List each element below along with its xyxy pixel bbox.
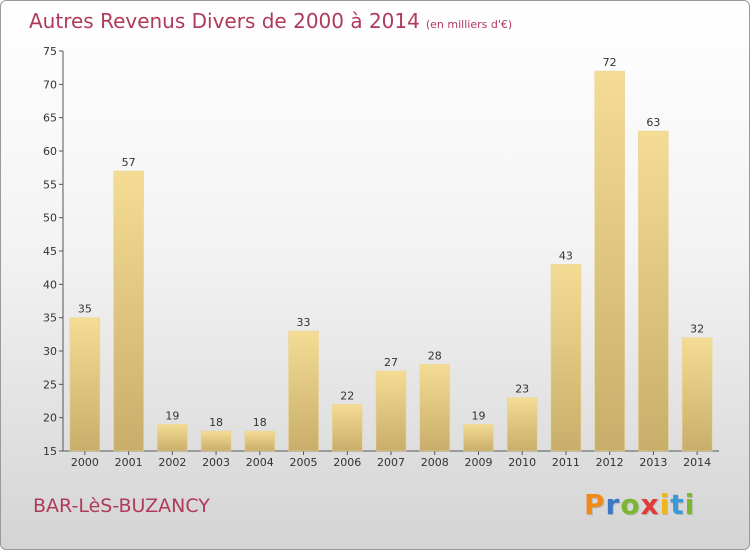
y-tick-label: 20 xyxy=(43,412,57,425)
bars: 35 57 19 18 18 33 22 27 28 19 23 43 72 63 32 xyxy=(69,56,713,452)
y-tick-label: 25 xyxy=(43,378,57,391)
bar-value-label: 19 xyxy=(165,409,179,422)
logo-letter: P xyxy=(584,488,606,521)
x-tick-label: 2005 xyxy=(290,456,318,469)
logo-letter: r xyxy=(605,488,621,521)
y-tick-label: 35 xyxy=(43,312,57,325)
bar-value-label: 32 xyxy=(690,323,704,336)
bar-value-label: 72 xyxy=(603,56,617,69)
bar-2008 xyxy=(419,364,450,452)
y-tick-label: 65 xyxy=(43,112,57,125)
bar-2005 xyxy=(288,330,319,452)
bar-2012 xyxy=(594,70,625,452)
x-tick-label: 2010 xyxy=(508,456,536,469)
bar-2000 xyxy=(69,317,101,452)
y-tick-label: 70 xyxy=(43,78,57,91)
bar-value-label: 35 xyxy=(78,303,92,316)
bar-2002 xyxy=(157,424,188,452)
bar-value-label: 27 xyxy=(384,356,398,369)
bar-2004 xyxy=(244,430,276,452)
x-tick-label: 2014 xyxy=(683,456,711,469)
x-axis: 2000 2001 2002 2003 2004 2005 2006 2007 2008 2009… xyxy=(63,450,719,469)
x-tick-label: 2003 xyxy=(202,456,230,469)
logo-letter: t xyxy=(670,488,685,521)
y-tick-label: 50 xyxy=(43,212,57,225)
bar-value-label: 19 xyxy=(471,409,485,422)
y-tick-label: 55 xyxy=(43,178,57,191)
y-tick-label: 45 xyxy=(43,245,57,258)
x-tick-label: 2002 xyxy=(158,456,186,469)
bar-2014 xyxy=(681,337,713,452)
y-tick-label: 75 xyxy=(43,45,57,58)
chart-title: Autres Revenus Divers de 2000 à 2014 (en … xyxy=(29,9,512,33)
commune-name: BAR-LèS-BUZANCY xyxy=(33,495,210,517)
y-axis: 15 20 25 30 35 40 45 50 55 60 65 70 75 xyxy=(43,45,64,458)
x-tick-label: 2007 xyxy=(377,456,405,469)
y-tick-label: 30 xyxy=(43,345,57,358)
bar-value-label: 23 xyxy=(515,383,529,396)
x-tick-label: 2004 xyxy=(246,456,274,469)
bar-2003 xyxy=(200,430,232,452)
y-tick-label: 40 xyxy=(43,278,57,291)
bar-2010 xyxy=(506,397,538,452)
x-tick-label: 2009 xyxy=(464,456,492,469)
y-tick-label: 15 xyxy=(43,445,57,458)
bar-value-label: 18 xyxy=(253,416,267,429)
bar-value-label: 18 xyxy=(209,416,223,429)
bar-2013 xyxy=(638,130,669,452)
x-tick-label: 2011 xyxy=(552,456,580,469)
bar-2009 xyxy=(463,424,494,452)
title-unit: (en milliers d'€) xyxy=(425,18,513,31)
x-tick-label: 2012 xyxy=(596,456,624,469)
bar-2001 xyxy=(113,170,144,452)
bar-value-label: 63 xyxy=(646,116,660,129)
bar-value-label: 43 xyxy=(559,249,573,262)
x-tick-label: 2001 xyxy=(115,456,143,469)
x-tick-label: 2000 xyxy=(71,456,99,469)
logo-letter: x xyxy=(640,488,660,521)
proxiti-logo[interactable]: Proxiti xyxy=(584,488,695,521)
x-tick-label: 2006 xyxy=(333,456,361,469)
logo-letter: o xyxy=(620,488,641,521)
bar-value-label: 28 xyxy=(428,349,442,362)
bar-2006 xyxy=(332,404,363,452)
bar-2007 xyxy=(375,370,407,452)
bar-value-label: 33 xyxy=(297,316,311,329)
x-tick-label: 2013 xyxy=(639,456,667,469)
y-tick-label: 60 xyxy=(43,145,57,158)
bar-2011 xyxy=(550,264,582,452)
bar-value-label: 57 xyxy=(122,156,136,169)
title-text: Autres Revenus Divers de 2000 à 2014 xyxy=(29,9,420,33)
logo-letter: i xyxy=(659,488,671,521)
logo-letter: i xyxy=(684,488,696,521)
x-tick-label: 2008 xyxy=(421,456,449,469)
bar-value-label: 22 xyxy=(340,389,354,402)
